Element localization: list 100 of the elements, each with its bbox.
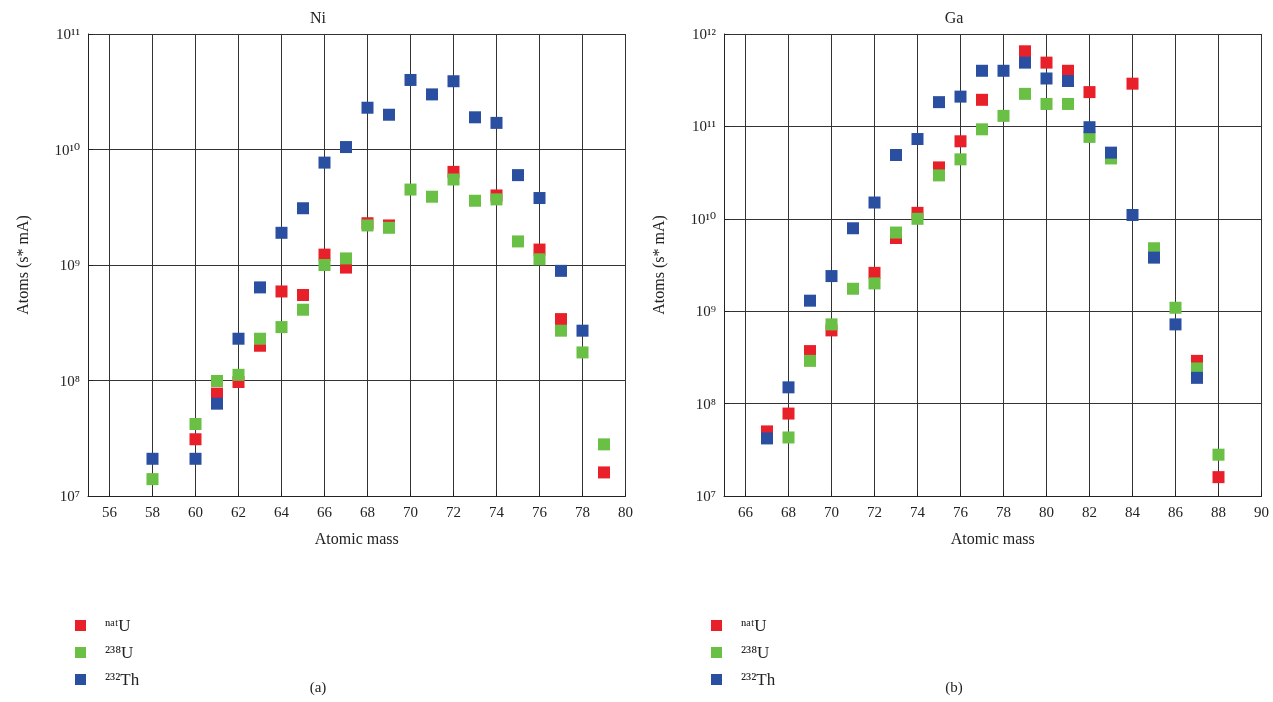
point <box>340 141 352 154</box>
point <box>447 75 460 88</box>
point <box>1040 72 1053 85</box>
point <box>1169 318 1182 331</box>
x-tick-label: 76 <box>953 503 969 520</box>
x-tick-label: 68 <box>781 503 796 520</box>
y-tick-label: 10¹¹ <box>692 118 716 135</box>
legend-label: ²³⁸U <box>105 643 134 662</box>
point <box>189 418 202 431</box>
point <box>997 64 1010 77</box>
point <box>340 252 352 265</box>
point <box>933 96 945 109</box>
legend-label: ²³²Th <box>741 670 776 689</box>
y-tick-label: 10⁸ <box>59 372 80 389</box>
point <box>426 190 438 203</box>
point <box>954 153 967 166</box>
point <box>847 282 859 295</box>
point <box>1019 45 1031 58</box>
x-tick-label: 82 <box>1082 503 1097 520</box>
point <box>555 264 567 277</box>
point <box>232 368 245 381</box>
point <box>1191 371 1203 384</box>
y-axis-title: Atoms (s* mA) <box>649 215 668 315</box>
point <box>254 332 266 345</box>
y-tick-label: 10⁹ <box>695 303 716 320</box>
point <box>976 93 988 106</box>
x-tick-label: 86 <box>1168 503 1184 520</box>
point <box>555 324 567 337</box>
legend-label: ²³²Th <box>105 670 140 689</box>
point <box>512 235 524 248</box>
point <box>297 303 309 316</box>
y-tick-label: 10¹² <box>692 26 717 42</box>
point <box>1062 75 1074 87</box>
x-tick-label: 88 <box>1211 503 1226 520</box>
point <box>232 332 245 345</box>
point <box>868 277 881 290</box>
point <box>1019 87 1031 100</box>
x-tick-label: 90 <box>1254 503 1269 520</box>
x-tick-label: 56 <box>102 503 118 520</box>
point <box>490 116 503 129</box>
legend-label: ⁿᵃᵗU <box>105 616 131 635</box>
point <box>533 192 546 205</box>
point <box>469 111 481 124</box>
point <box>1212 448 1225 461</box>
point <box>890 149 902 162</box>
point <box>1126 77 1139 90</box>
x-tick-label: 70 <box>403 503 418 520</box>
point <box>555 313 567 326</box>
point <box>146 473 159 486</box>
x-axis-title: Atomic mass <box>950 529 1035 547</box>
point <box>1040 56 1053 69</box>
y-tick-label: 10¹⁰ <box>690 210 716 227</box>
x-tick-label: 60 <box>188 503 203 520</box>
x-tick-label: 78 <box>575 503 590 520</box>
point <box>576 324 589 337</box>
point <box>976 64 988 77</box>
point <box>297 288 309 301</box>
x-tick-label: 64 <box>274 503 290 520</box>
point <box>254 281 266 294</box>
x-tick-label: 80 <box>1039 503 1054 520</box>
point <box>782 431 795 444</box>
point <box>426 88 438 101</box>
x-tick-label: 66 <box>317 503 333 520</box>
y-tick-label: 10⁹ <box>59 257 80 273</box>
point <box>1040 97 1053 110</box>
y-tick-label: 10¹¹ <box>56 26 80 42</box>
point <box>1019 56 1031 69</box>
point <box>275 321 288 334</box>
point <box>825 318 838 331</box>
point <box>1062 97 1074 110</box>
point <box>297 202 309 215</box>
point <box>954 135 967 148</box>
point <box>1083 121 1096 134</box>
point <box>211 375 223 387</box>
x-tick-label: 72 <box>446 503 461 520</box>
x-tick-label: 62 <box>231 503 246 520</box>
point <box>1126 208 1139 221</box>
point <box>868 196 881 209</box>
x-tick-label: 68 <box>360 503 375 520</box>
point <box>598 438 610 451</box>
point <box>404 73 417 86</box>
point <box>976 123 988 136</box>
point <box>804 354 816 367</box>
x-tick-label: 76 <box>532 503 548 520</box>
point <box>997 109 1010 122</box>
point <box>404 183 417 196</box>
point <box>954 90 967 103</box>
y-tick-label: 10⁷ <box>695 488 716 504</box>
point <box>825 270 838 283</box>
point <box>447 173 460 186</box>
y-tick-label: 10⁷ <box>59 488 80 504</box>
y-tick-label: 10⁸ <box>695 395 716 412</box>
point <box>1083 86 1096 99</box>
x-tick-label: 66 <box>738 503 754 520</box>
point <box>211 397 223 410</box>
point <box>782 381 795 394</box>
point <box>761 432 773 445</box>
point <box>576 346 589 359</box>
x-tick-label: 84 <box>1125 503 1141 520</box>
point <box>275 285 288 298</box>
